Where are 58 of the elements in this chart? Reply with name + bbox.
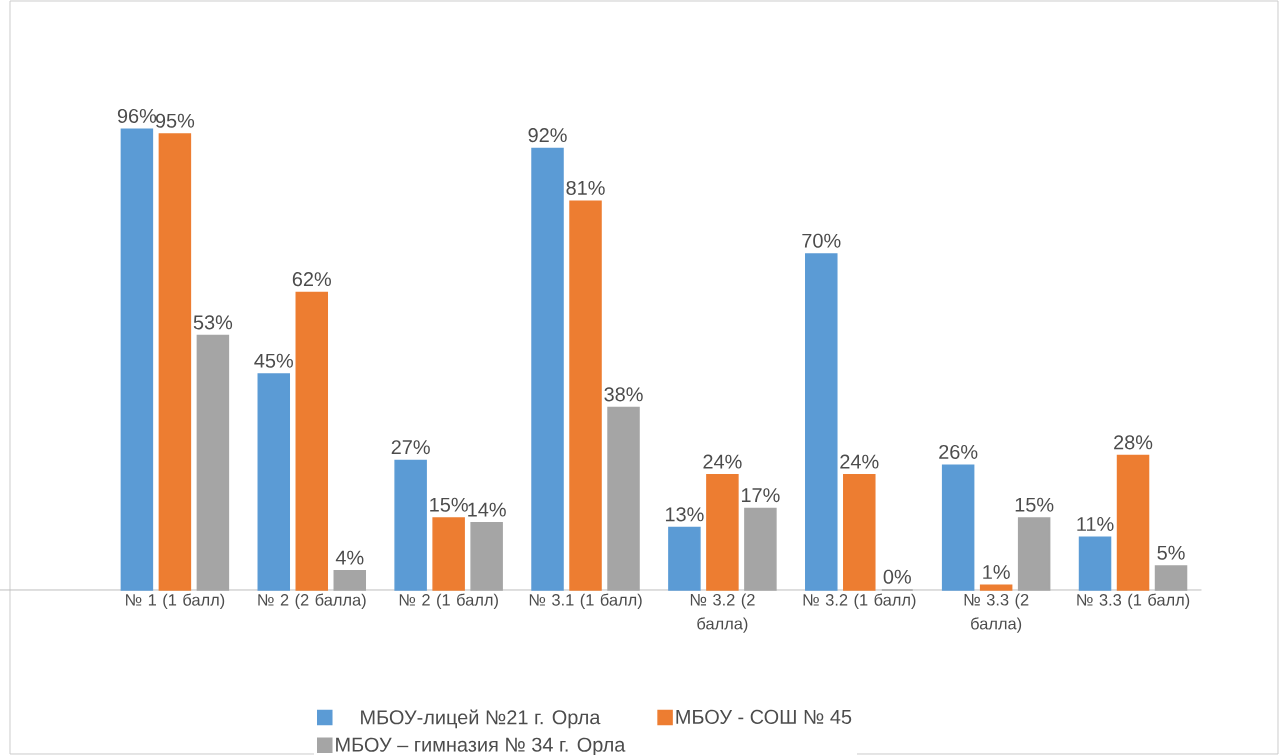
- x-tick-label: № 1 (1 балл): [126, 593, 225, 609]
- legend-label: МБОУ – гимназия № 34 г. Орла: [336, 737, 626, 755]
- bar: [744, 507, 777, 591]
- data-label: 27%: [391, 440, 430, 455]
- x-tick-label: № 3.2 (1 балл): [803, 593, 916, 609]
- bar: [941, 464, 975, 591]
- data-label: 0%: [883, 569, 911, 584]
- data-label: 26%: [939, 444, 978, 459]
- bar: [394, 459, 427, 591]
- bar: [333, 570, 367, 591]
- bar: [607, 406, 640, 591]
- bar: [1154, 565, 1188, 591]
- bar: [979, 584, 1013, 591]
- bar: [531, 147, 564, 591]
- data-label: 13%: [665, 507, 704, 522]
- data-label: 17%: [741, 488, 780, 503]
- bar: [158, 133, 192, 591]
- data-label: 15%: [1015, 497, 1054, 512]
- data-label: 45%: [254, 353, 293, 368]
- x-tick-label: № 2 (2 балла): [258, 593, 366, 609]
- data-label: 53%: [193, 315, 233, 330]
- bar: [432, 517, 465, 591]
- data-label: 70%: [802, 233, 841, 248]
- data-label: 5%: [1157, 545, 1185, 560]
- data-label: 15%: [430, 497, 468, 512]
- data-label: 38%: [604, 387, 643, 402]
- x-tick-label: № 3.3 (1 балл): [1077, 593, 1190, 609]
- data-label: 1%: [983, 565, 1010, 579]
- x-tick-label: № 3.3 (2 балла): [964, 593, 1029, 633]
- bar: [1017, 517, 1051, 591]
- data-label: 24%: [840, 454, 879, 469]
- bar: [257, 373, 291, 591]
- bar: [196, 334, 230, 591]
- bar: [668, 526, 701, 591]
- bar: [120, 128, 154, 591]
- data-label: 81%: [566, 180, 605, 195]
- data-label: 62%: [292, 272, 331, 287]
- x-tick-label: № 2 (1 балл): [399, 593, 498, 609]
- legend-label: МБОУ-лицей №21 г. Орла: [361, 709, 601, 729]
- bar: [706, 474, 739, 591]
- bar: [1116, 454, 1150, 591]
- bar: [295, 291, 329, 591]
- data-label: 24%: [703, 454, 742, 469]
- x-tick-label: № 3.1 (1 балл): [529, 593, 642, 609]
- bar: [843, 474, 876, 591]
- bar: [470, 522, 503, 591]
- data-label: 28%: [1114, 435, 1153, 450]
- bar: [805, 253, 838, 591]
- data-label: 95%: [155, 113, 195, 128]
- bar: [569, 200, 602, 591]
- data-label: 92%: [528, 128, 567, 143]
- data-label: 4%: [335, 550, 364, 565]
- data-label: 14%: [468, 502, 506, 517]
- bar: [1078, 536, 1112, 591]
- x-tick-label: № 3.2 (2 балла): [690, 593, 755, 633]
- legend-label: МБОУ - СОШ № 45: [676, 709, 852, 724]
- data-label: 11%: [1077, 517, 1114, 531]
- data-label: 96%: [117, 108, 157, 123]
